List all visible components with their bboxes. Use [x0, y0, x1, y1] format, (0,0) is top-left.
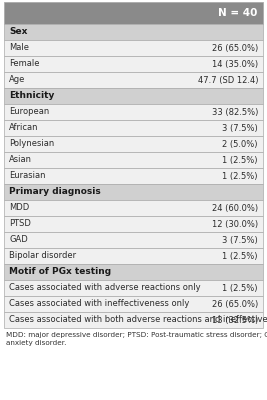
Text: Cases associated with ineffectiveness only: Cases associated with ineffectiveness on…	[9, 300, 189, 308]
Text: 1 (2.5%): 1 (2.5%)	[222, 252, 258, 260]
Text: 3 (7.5%): 3 (7.5%)	[222, 124, 258, 132]
Text: Cases associated with adverse reactions only: Cases associated with adverse reactions …	[9, 284, 201, 292]
Text: 1 (2.5%): 1 (2.5%)	[222, 172, 258, 180]
Text: PTSD: PTSD	[9, 220, 31, 228]
Text: MDD: MDD	[9, 204, 29, 212]
Text: MDD: major depressive disorder; PTSD: Post-traumatic stress disorder; GAD: gener: MDD: major depressive disorder; PTSD: Po…	[6, 332, 267, 346]
Text: GAD: GAD	[9, 236, 28, 244]
Text: Ethnicity: Ethnicity	[9, 92, 54, 100]
Text: 33 (82.5%): 33 (82.5%)	[212, 108, 258, 116]
Bar	[4, 152, 263, 168]
Bar	[4, 2, 263, 24]
Text: Bipolar disorder: Bipolar disorder	[9, 252, 76, 260]
Text: African: African	[9, 124, 38, 132]
Bar	[4, 280, 263, 296]
Text: Motif of PGx testing: Motif of PGx testing	[9, 268, 111, 276]
Text: Primary diagnosis: Primary diagnosis	[9, 188, 101, 196]
Text: 2 (5.0%): 2 (5.0%)	[222, 140, 258, 148]
Text: 12 (30.0%): 12 (30.0%)	[212, 220, 258, 228]
Bar	[4, 232, 263, 248]
Bar	[4, 184, 263, 200]
Text: 26 (65.0%): 26 (65.0%)	[212, 300, 258, 308]
Text: Polynesian: Polynesian	[9, 140, 54, 148]
Bar	[4, 120, 263, 136]
Text: 26 (65.0%): 26 (65.0%)	[212, 44, 258, 52]
Text: European: European	[9, 108, 49, 116]
Bar	[4, 88, 263, 104]
Bar	[4, 264, 263, 280]
Bar	[4, 200, 263, 216]
Bar	[4, 56, 263, 72]
Bar	[4, 216, 263, 232]
Text: Male: Male	[9, 44, 29, 52]
Bar	[4, 296, 263, 312]
Text: 3 (7.5%): 3 (7.5%)	[222, 236, 258, 244]
Text: Eurasian: Eurasian	[9, 172, 45, 180]
Bar	[4, 72, 263, 88]
Text: N = 40: N = 40	[218, 8, 257, 18]
Text: Female: Female	[9, 60, 40, 68]
Text: Sex: Sex	[9, 28, 28, 36]
Text: 1 (2.5%): 1 (2.5%)	[222, 284, 258, 292]
Text: Asian: Asian	[9, 156, 32, 164]
Bar	[4, 168, 263, 184]
Bar	[4, 40, 263, 56]
Text: Cases associated with both adverse reactions and ineffectiveness: Cases associated with both adverse react…	[9, 316, 267, 324]
Bar	[4, 136, 263, 152]
Text: 1 (2.5%): 1 (2.5%)	[222, 156, 258, 164]
Text: Age: Age	[9, 76, 25, 84]
Text: 14 (35.0%): 14 (35.0%)	[212, 60, 258, 68]
Bar	[4, 24, 263, 40]
Text: 24 (60.0%): 24 (60.0%)	[212, 204, 258, 212]
Text: 13 (32.5%): 13 (32.5%)	[212, 316, 258, 324]
Bar	[4, 312, 263, 328]
Bar	[4, 104, 263, 120]
Bar	[4, 248, 263, 264]
Text: 47.7 (SD 12.4): 47.7 (SD 12.4)	[198, 76, 258, 84]
